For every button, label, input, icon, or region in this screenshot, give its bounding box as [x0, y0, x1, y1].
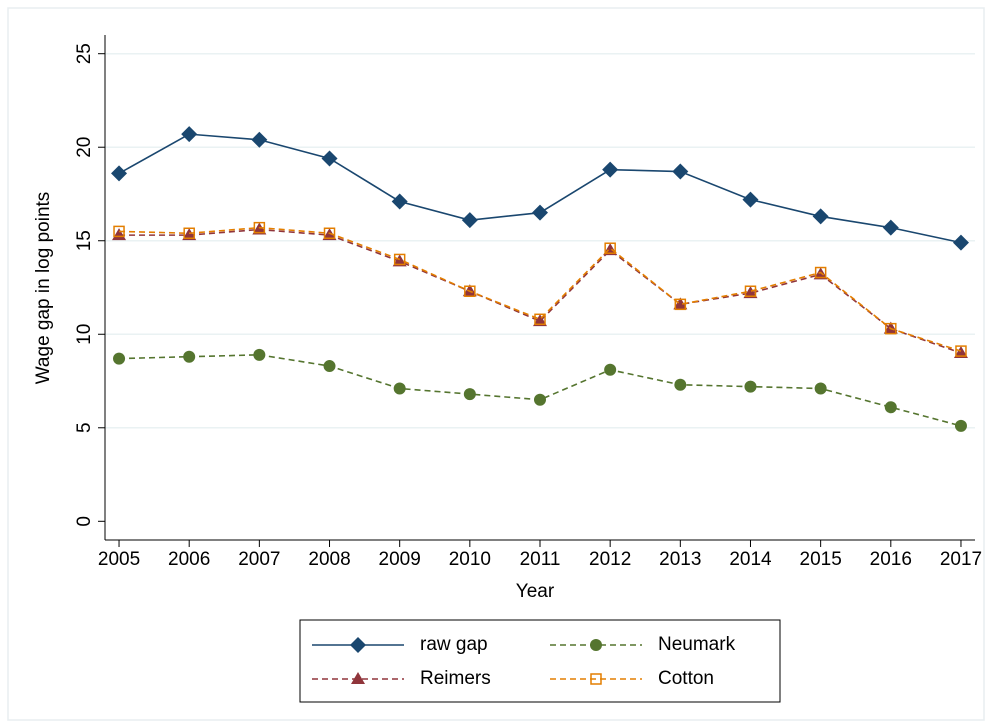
data-point	[183, 350, 196, 363]
data-point	[392, 254, 407, 267]
data-point	[602, 161, 619, 178]
legend-marker	[590, 639, 602, 651]
x-tick-label: 2014	[729, 549, 772, 570]
data-point	[953, 345, 968, 358]
data-point	[955, 345, 967, 357]
data-point	[322, 228, 337, 241]
y-tick-label: 10	[74, 324, 95, 345]
y-tick-label: 20	[74, 137, 95, 158]
x-tick-label: 2016	[870, 549, 912, 570]
data-point	[323, 360, 336, 373]
data-point	[674, 298, 687, 311]
data-point	[534, 313, 546, 326]
y-tick-label: 5	[74, 422, 95, 433]
x-tick-label: 2015	[800, 549, 842, 570]
data-point	[604, 242, 616, 254]
data-point	[533, 314, 547, 327]
data-point	[814, 266, 827, 279]
legend-label: Neumark	[658, 634, 736, 655]
x-tick-label: 2017	[940, 549, 982, 570]
data-point	[251, 131, 268, 148]
data-point	[461, 212, 478, 229]
data-point	[812, 208, 829, 225]
x-axis-label: Year	[516, 581, 555, 602]
data-point	[113, 225, 125, 238]
data-point	[113, 352, 126, 365]
data-point	[673, 297, 688, 310]
data-point	[742, 191, 759, 208]
legend-marker	[590, 673, 602, 685]
data-point	[391, 193, 408, 210]
data-point	[252, 222, 267, 235]
data-point	[882, 219, 899, 236]
y-tick-label: 15	[74, 230, 95, 251]
chart-frame	[7, 7, 985, 721]
data-point	[393, 253, 406, 266]
legend-marker	[350, 637, 366, 653]
y-axis-label: Wage gap in log points	[33, 192, 54, 385]
data-point	[672, 163, 689, 180]
data-point	[885, 322, 897, 335]
data-point	[954, 419, 967, 432]
data-point	[952, 234, 969, 251]
legend-label: raw gap	[420, 634, 488, 655]
x-tick-label: 2012	[589, 549, 631, 570]
x-tick-label: 2009	[379, 549, 421, 570]
data-point	[321, 150, 338, 167]
legend-label: Cotton	[658, 668, 714, 689]
data-point	[534, 393, 546, 406]
data-point	[323, 227, 336, 240]
legend-box	[299, 619, 781, 703]
x-tick-label: 2011	[520, 549, 561, 570]
data-point	[744, 380, 757, 393]
data-point	[181, 126, 198, 143]
x-tick-label: 2007	[238, 549, 280, 570]
data-point	[183, 227, 195, 240]
data-point	[674, 378, 687, 391]
y-tick-label: 0	[74, 516, 95, 527]
data-point	[743, 286, 758, 299]
x-tick-label: 2010	[449, 549, 491, 570]
data-point	[744, 285, 757, 297]
data-point	[253, 221, 266, 234]
x-tick-label: 2006	[168, 549, 210, 570]
x-tick-label: 2008	[308, 549, 350, 570]
data-point	[182, 228, 197, 241]
data-point	[253, 348, 266, 361]
data-point	[393, 382, 406, 395]
data-point	[814, 382, 827, 395]
legend-marker	[351, 672, 365, 684]
data-point	[464, 285, 476, 297]
data-point	[111, 165, 128, 182]
series-line	[119, 226, 962, 352]
x-tick-label: 2013	[659, 549, 701, 570]
y-tick-label: 25	[74, 43, 95, 64]
data-point	[532, 204, 548, 221]
data-point	[884, 401, 897, 414]
x-tick-label: 2005	[98, 549, 140, 570]
data-point	[462, 284, 477, 297]
legend-label: Reimers	[420, 668, 491, 689]
data-point	[463, 388, 476, 401]
data-point	[604, 363, 617, 376]
